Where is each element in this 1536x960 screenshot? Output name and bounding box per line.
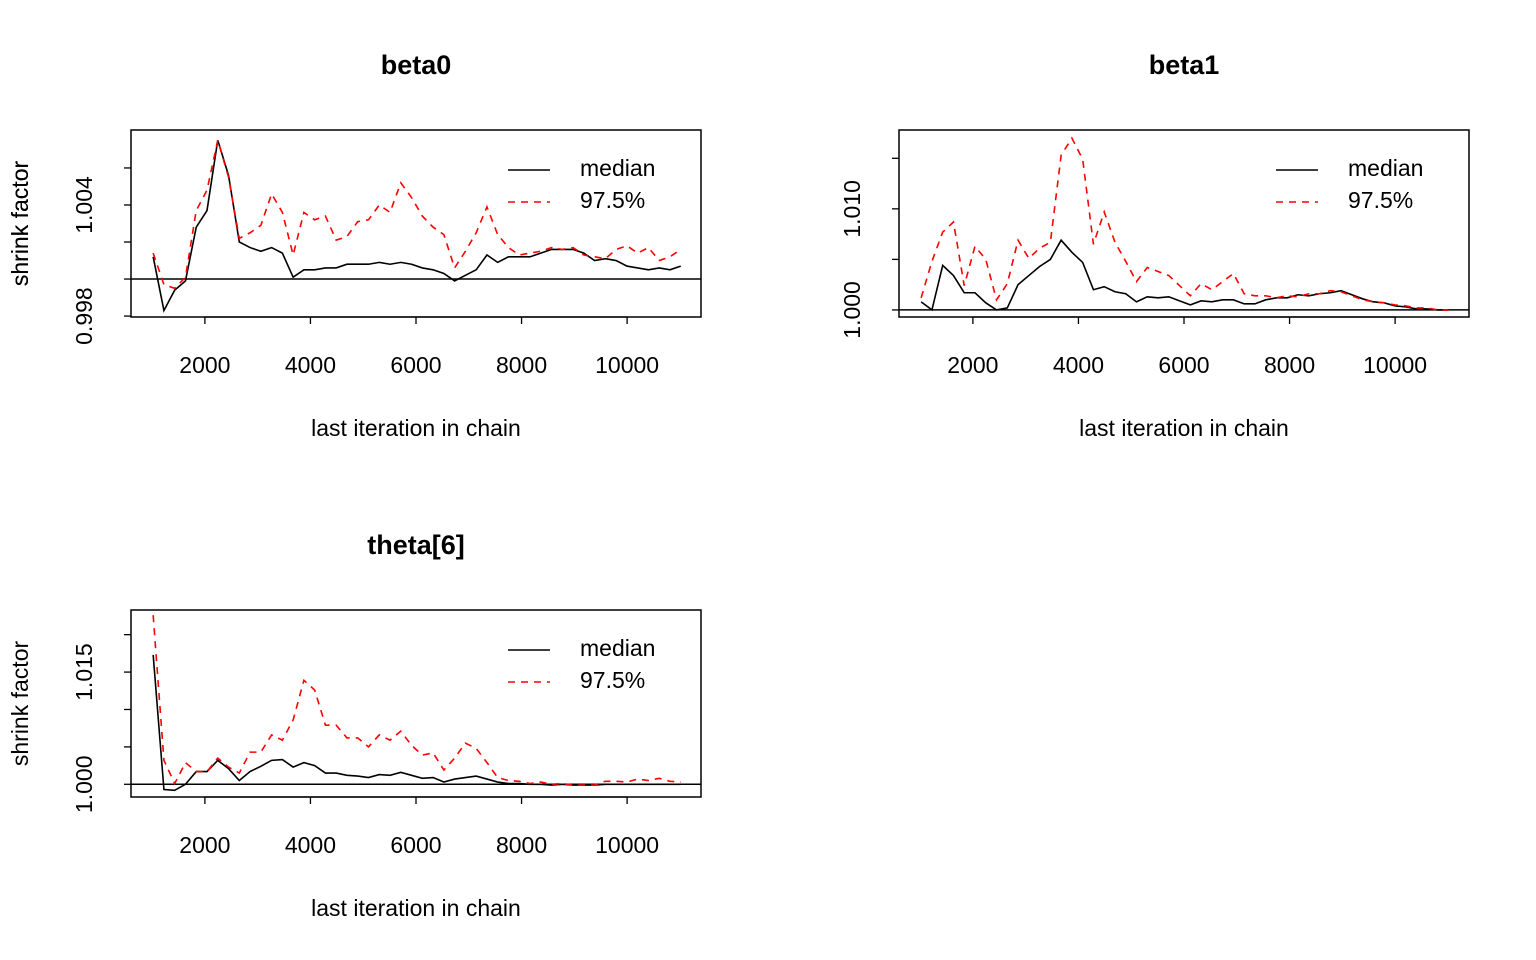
chart-title: beta0 — [381, 50, 452, 80]
y-tick-label: 1.000 — [839, 281, 865, 339]
x-tick-label: 6000 — [1158, 352, 1209, 378]
legend-label: 97.5% — [1348, 187, 1413, 213]
x-tick-label: 2000 — [179, 832, 230, 858]
panel: beta1 last iteration in chain shrink facto… — [7, 50, 1470, 441]
series-line — [152, 615, 681, 786]
series-line — [920, 238, 1449, 312]
x-tick-label: 4000 — [1053, 352, 1104, 378]
legend-label: median — [580, 155, 655, 181]
x-tick-label: 4000 — [285, 832, 336, 858]
plot-frame — [130, 609, 702, 798]
x-tick-label: 2000 — [179, 352, 230, 378]
series-line — [152, 139, 681, 313]
x-tick-label: 10000 — [595, 352, 659, 378]
y-axis-label: shrink factor — [7, 161, 33, 287]
y-axis-label: shrink factor — [7, 641, 33, 767]
x-tick-label: 2000 — [947, 352, 998, 378]
series-line — [920, 136, 1449, 311]
x-tick-label: 10000 — [1363, 352, 1427, 378]
y-axis-label: shrink factor — [7, 161, 33, 287]
x-tick-label: 8000 — [496, 352, 547, 378]
chart-title: theta[6] — [367, 530, 465, 560]
legend-label: median — [1348, 155, 1423, 181]
legend-label: 97.5% — [580, 187, 645, 213]
plot-frame — [130, 129, 702, 318]
panel: theta[6] last iteration in chain shrink fa… — [7, 530, 702, 921]
y-tick-label: 1.010 — [839, 180, 865, 238]
chart-title: beta1 — [1149, 50, 1220, 80]
y-tick-label: 1.000 — [71, 756, 97, 814]
plot-frame — [898, 129, 1470, 318]
x-axis-label: last iteration in chain — [1079, 415, 1289, 441]
x-tick-label: 10000 — [595, 832, 659, 858]
series-line — [152, 139, 682, 290]
x-tick-label: 8000 — [1264, 352, 1315, 378]
legend-label: median — [580, 635, 655, 661]
x-tick-label: 6000 — [390, 832, 441, 858]
x-tick-label: 8000 — [496, 832, 547, 858]
x-tick-label: 6000 — [390, 352, 441, 378]
x-axis-label: last iteration in chain — [311, 895, 521, 921]
legend-label: 97.5% — [580, 667, 645, 693]
x-axis-label: last iteration in chain — [311, 415, 521, 441]
panel: beta0 last iteration in chain shrink facto… — [7, 50, 702, 441]
y-tick-label: 1.004 — [71, 176, 97, 234]
x-tick-label: 4000 — [285, 352, 336, 378]
y-tick-label: 0.998 — [71, 287, 97, 345]
y-tick-label: 1.015 — [71, 643, 97, 701]
